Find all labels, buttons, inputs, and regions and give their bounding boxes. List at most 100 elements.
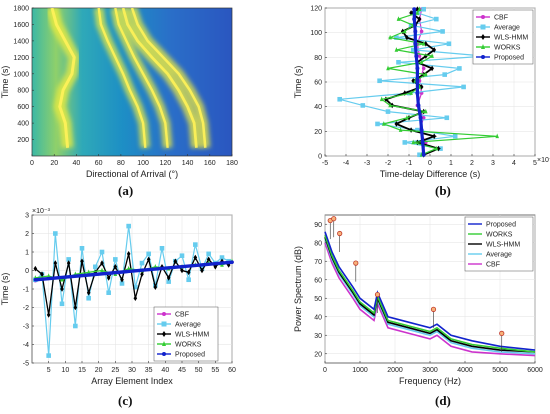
caption-c: (c) [118,393,133,408]
data-point [388,34,392,40]
data-point [495,133,499,139]
series-average [324,238,536,355]
x-tick-label: 0 [30,160,34,167]
x-tick-label: 180 [226,160,238,167]
legend-marker [481,55,485,59]
legend-label-wls-hmm: WLS-HMM [494,35,528,42]
data-point [193,242,198,247]
data-point [417,6,422,12]
peak-markers [327,216,505,352]
y-multiplier: ×10⁻³ [32,208,51,215]
x-tick-label: 40 [161,367,169,374]
data-point [153,284,158,290]
data-point [424,40,428,47]
data-point [414,54,419,59]
x-tick-label: 20 [50,160,58,167]
x-tick-label: 50 [195,367,203,374]
data-point [388,102,392,108]
legend-marker [481,44,485,49]
peak-point [374,291,381,298]
x-axis-label: Array Element Index [91,376,173,386]
data-point [73,323,78,329]
y-axis-label: Time (s) [293,66,303,99]
y-tick-label: 600 [17,104,29,111]
data-point [424,71,428,77]
data-point [186,277,191,283]
legend-label-proposed: Proposed [494,55,524,62]
data-point [140,271,144,277]
y-tick-label: 120 [310,6,322,13]
x-tick-label: 5 [533,160,537,167]
data-point [413,41,418,46]
x-tick-label: -2 [385,160,391,167]
line-chart-c: 5 10 15 20 25 30 35 40 45 50 55 60 -5 -4 -3 -2 -1 0 1 2 3 Arr… [0,208,236,386]
series-line [324,236,536,353]
data-point [146,256,151,263]
data-point [33,265,38,272]
series-proposed [412,7,426,157]
data-point [434,145,439,151]
data-point [106,275,111,281]
y-tick-label: -5 [23,361,29,368]
data-point [126,223,131,229]
data-point [206,251,211,257]
y-tick-label: 70 [314,259,322,266]
x-tick-label: 2 [470,160,474,167]
data-point [384,96,388,103]
x-tick-label: 0 [428,160,432,167]
y-tick-label: 20 [314,129,322,136]
x-tick-label: 4 [512,160,516,167]
line-chart-d: 0 1000 2000 3000 4000 5000 6000 20 30 40 50 60 70 80 9… [293,214,543,386]
y-tick-label: 80 [314,55,322,62]
x-tick-label: 10 [61,367,69,374]
caption-d: (d) [435,393,451,408]
data-point [416,103,421,108]
data-point [444,115,450,121]
data-point [60,276,64,282]
y-tick-label: 200 [17,137,29,144]
data-point [385,109,391,114]
panel-d: 0 1000 2000 3000 4000 5000 6000 20 30 40 50 60 70 80 9… [285,205,550,414]
series-wls-hmm [33,251,231,318]
series-works [324,235,536,353]
x-tick-label: 5000 [492,367,508,374]
x-tick-label: 40 [73,160,81,167]
data-point [412,17,417,22]
data-point [100,260,104,266]
y-tick-label: 60 [314,80,322,87]
series-line [34,253,230,316]
heatmap-chart-a: 0 20 40 60 80 100 120 140 160 180 200 400 600 800 1000… [0,6,238,180]
data-point [46,353,51,358]
scatter-chart-b: -5 -4 -3 -2 -1 0 1 2 3 4 5 0 20 40 60 80 100 120 Time-dela… [293,6,550,180]
data-point [421,66,426,71]
y-tick-label: 400 [17,121,29,128]
series-line [35,260,233,282]
data-point [413,29,418,34]
x-tick-label: 45 [178,367,186,374]
y-tick-label: 1600 [13,22,29,29]
x-tick-label: 35 [145,367,153,374]
legend: CBF Average WLS-HMM WORKS Proposed [472,9,534,65]
data-point [93,264,98,270]
series-line [324,242,536,357]
y-tick-label: -2 [23,305,29,312]
legend-marker [162,312,166,316]
data-point [461,84,466,90]
data-point [415,91,420,96]
x-tick-label: 1 [449,160,453,167]
data-point [419,84,424,90]
data-point [432,47,436,53]
data-point [33,277,38,282]
data-point [424,108,428,114]
y-tick-label: 1800 [13,6,29,13]
x-tick-label: 60 [228,367,236,374]
x-tick-label: -3 [364,160,370,167]
data-point [206,256,211,263]
data-point [99,249,105,255]
data-point [396,16,401,21]
track-2 [114,8,169,148]
data-point [179,253,185,259]
data-point [452,133,458,139]
series-works [379,6,499,157]
x-tick-label: 5 [47,367,51,374]
